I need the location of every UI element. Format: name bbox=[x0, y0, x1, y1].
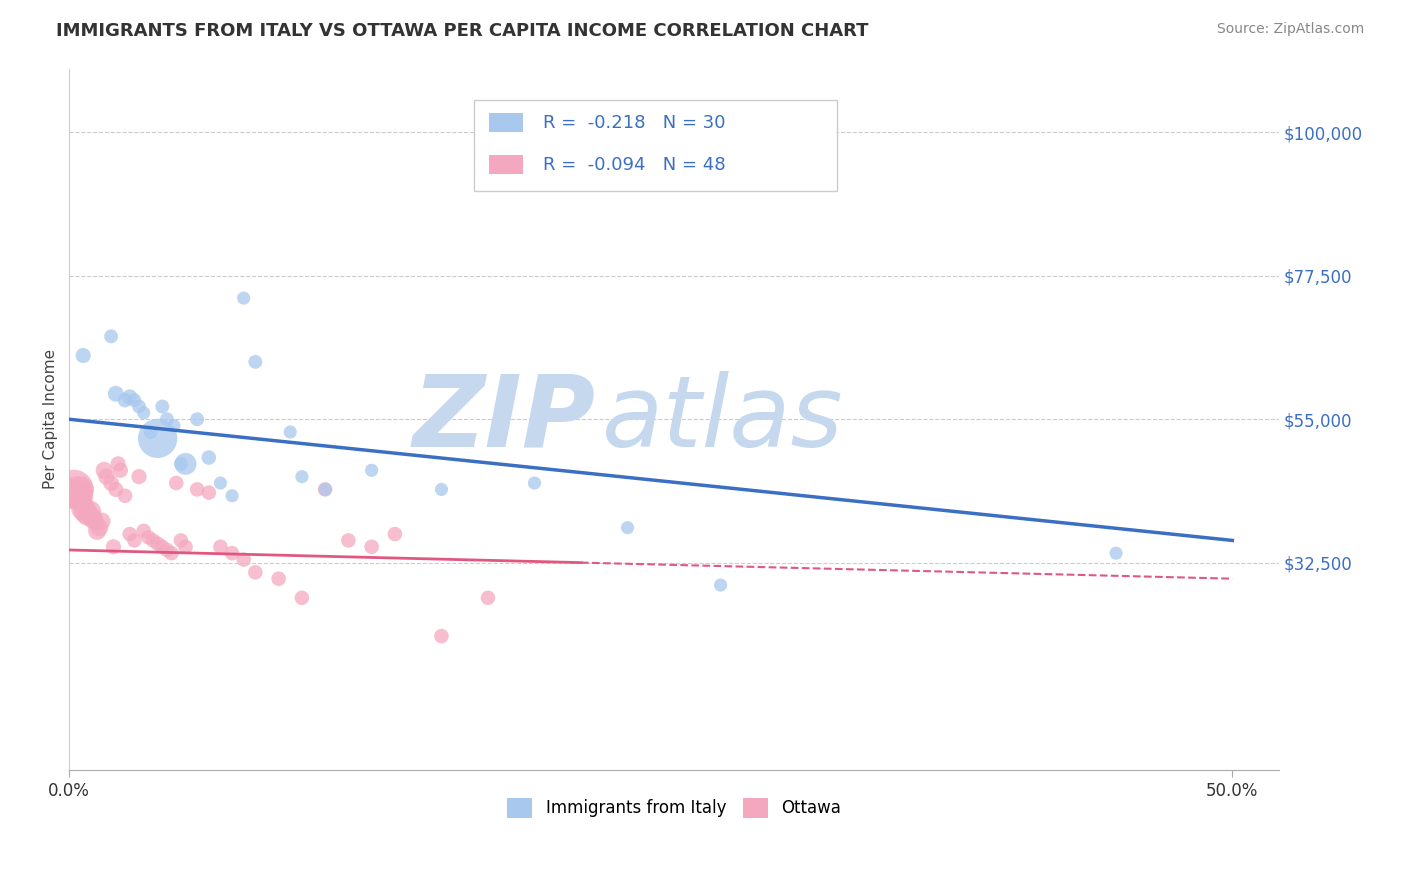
Point bbox=[76, 508, 98, 522]
Point bbox=[100, 329, 122, 343]
Point bbox=[118, 390, 141, 404]
Point bbox=[96, 469, 118, 483]
Point bbox=[163, 418, 186, 433]
Point bbox=[198, 485, 221, 500]
Point bbox=[314, 483, 336, 497]
Point bbox=[232, 291, 254, 305]
Point bbox=[132, 406, 155, 420]
Point bbox=[360, 540, 382, 554]
Point bbox=[104, 483, 127, 497]
Legend: Immigrants from Italy, Ottawa: Immigrants from Italy, Ottawa bbox=[501, 791, 848, 825]
Point bbox=[710, 578, 733, 592]
Point bbox=[146, 536, 169, 550]
Point bbox=[150, 540, 173, 554]
Point bbox=[82, 511, 104, 525]
Point bbox=[128, 400, 150, 414]
Point bbox=[65, 485, 87, 500]
Point bbox=[156, 543, 179, 558]
Point bbox=[1105, 546, 1128, 560]
Point bbox=[128, 469, 150, 483]
Point bbox=[72, 349, 94, 363]
Text: R =  -0.218   N = 30: R = -0.218 N = 30 bbox=[543, 113, 725, 131]
Point bbox=[221, 489, 243, 503]
Point bbox=[291, 469, 314, 483]
Point bbox=[89, 521, 111, 535]
Point bbox=[174, 540, 197, 554]
Point bbox=[93, 463, 115, 477]
Point bbox=[523, 476, 546, 491]
Point bbox=[118, 527, 141, 541]
Point bbox=[477, 591, 499, 605]
Point bbox=[90, 514, 112, 528]
Point bbox=[337, 533, 360, 548]
FancyBboxPatch shape bbox=[474, 100, 838, 191]
Point bbox=[132, 524, 155, 538]
Point bbox=[142, 533, 165, 548]
Point bbox=[267, 572, 290, 586]
Point bbox=[110, 463, 132, 477]
Point bbox=[170, 533, 193, 548]
Point bbox=[114, 489, 136, 503]
Point bbox=[63, 483, 86, 497]
Point bbox=[174, 457, 197, 471]
Point bbox=[124, 393, 146, 408]
Point bbox=[146, 431, 169, 445]
Text: R =  -0.094   N = 48: R = -0.094 N = 48 bbox=[543, 155, 725, 174]
Point bbox=[124, 533, 146, 548]
Point bbox=[114, 393, 136, 408]
Point bbox=[232, 552, 254, 566]
Point bbox=[209, 476, 232, 491]
FancyBboxPatch shape bbox=[489, 112, 523, 132]
Point bbox=[67, 489, 90, 503]
Point bbox=[136, 530, 159, 544]
Point bbox=[79, 505, 101, 519]
Point bbox=[616, 521, 638, 535]
Y-axis label: Per Capita Income: Per Capita Income bbox=[44, 349, 58, 490]
Point bbox=[86, 524, 108, 538]
Point bbox=[103, 540, 125, 554]
Point bbox=[291, 591, 314, 605]
Point bbox=[314, 483, 336, 497]
FancyBboxPatch shape bbox=[489, 155, 523, 175]
Point bbox=[198, 450, 221, 465]
Text: ZIP: ZIP bbox=[412, 371, 595, 467]
Text: IMMIGRANTS FROM ITALY VS OTTAWA PER CAPITA INCOME CORRELATION CHART: IMMIGRANTS FROM ITALY VS OTTAWA PER CAPI… bbox=[56, 22, 869, 40]
Point bbox=[186, 412, 208, 426]
Point bbox=[430, 483, 453, 497]
Point bbox=[430, 629, 453, 643]
Point bbox=[245, 566, 267, 580]
Point bbox=[156, 412, 179, 426]
Point bbox=[104, 386, 127, 401]
Point bbox=[160, 546, 183, 560]
Point bbox=[170, 457, 193, 471]
Point bbox=[245, 355, 267, 369]
Point bbox=[139, 425, 162, 439]
Point bbox=[165, 476, 187, 491]
Point bbox=[209, 540, 232, 554]
Point bbox=[186, 483, 208, 497]
Point bbox=[221, 546, 243, 560]
Point bbox=[83, 514, 105, 528]
Point bbox=[360, 463, 382, 477]
Point bbox=[384, 527, 406, 541]
Point bbox=[278, 425, 301, 439]
Point bbox=[70, 483, 93, 497]
Point bbox=[75, 505, 97, 519]
Point bbox=[72, 501, 94, 516]
Point bbox=[150, 400, 173, 414]
Text: Source: ZipAtlas.com: Source: ZipAtlas.com bbox=[1216, 22, 1364, 37]
Point bbox=[100, 476, 122, 491]
Text: atlas: atlas bbox=[602, 371, 844, 467]
Point bbox=[107, 457, 129, 471]
